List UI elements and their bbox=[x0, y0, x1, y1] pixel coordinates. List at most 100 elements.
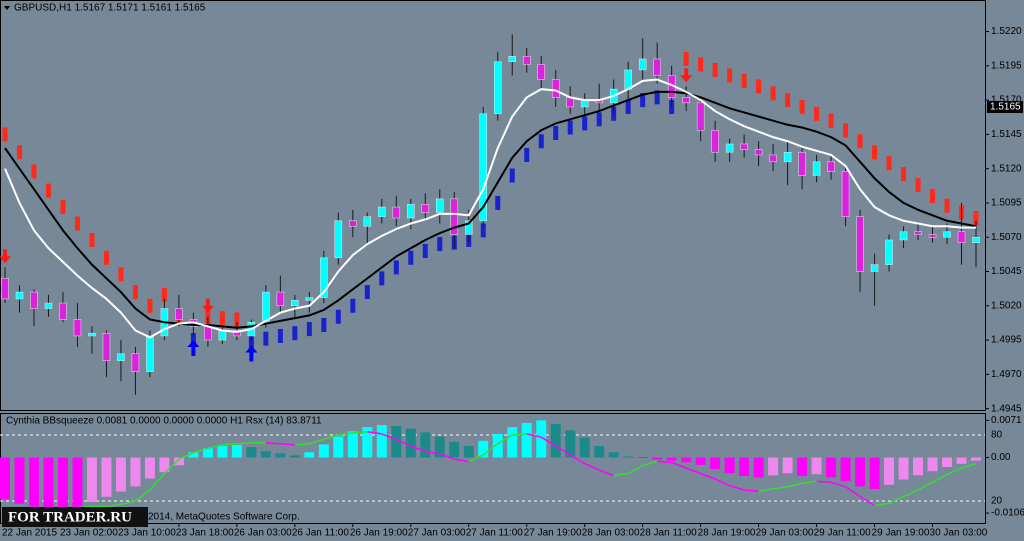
candle-body bbox=[493, 61, 502, 115]
trail-bar bbox=[727, 68, 733, 83]
rsx-segment bbox=[845, 486, 861, 498]
histogram-bar bbox=[333, 436, 344, 458]
trail-bar bbox=[872, 145, 878, 160]
x-tick-label: 22 Jan 2015 bbox=[2, 528, 57, 539]
histogram-bar bbox=[318, 444, 329, 458]
buy-arrow bbox=[245, 345, 258, 362]
histogram-bar bbox=[695, 457, 706, 465]
candle-body bbox=[378, 206, 386, 217]
histogram-bar bbox=[231, 444, 242, 458]
histogram-bar bbox=[652, 457, 663, 460]
trail-bar bbox=[756, 79, 762, 94]
x-tick-label: 23 Jan 02:00 bbox=[60, 528, 118, 539]
candle-body bbox=[711, 130, 719, 153]
histogram-bar bbox=[724, 457, 735, 474]
candle-body bbox=[363, 216, 372, 227]
rsx-segment bbox=[265, 441, 281, 445]
trail-bar bbox=[524, 147, 530, 162]
x-tick-label: 26 Jan 03:00 bbox=[234, 528, 292, 539]
rsx-segment bbox=[193, 447, 209, 454]
candle-body bbox=[15, 291, 24, 300]
candle-body bbox=[827, 161, 835, 172]
trail-bar bbox=[828, 113, 834, 128]
trail-bar bbox=[785, 93, 791, 108]
rsx-segment bbox=[700, 472, 716, 480]
x-tick-label: 26 Jan 19:00 bbox=[350, 528, 408, 539]
histogram-bar bbox=[463, 446, 474, 458]
x-tick-label: 23 Jan 10:00 bbox=[118, 528, 176, 539]
histogram-bar bbox=[492, 433, 503, 458]
x-tick-label: 28 Jan 11:00 bbox=[640, 528, 698, 539]
candle-body bbox=[725, 143, 734, 153]
rsx-segment bbox=[932, 473, 948, 483]
trail-bar bbox=[60, 200, 66, 215]
y-tick-label: 1.4970 bbox=[991, 369, 1022, 380]
rsx-segment bbox=[338, 432, 353, 436]
trail-bar bbox=[538, 134, 544, 149]
candle-body bbox=[450, 198, 459, 235]
rsx-segment bbox=[280, 443, 295, 446]
trail-bar bbox=[509, 168, 515, 183]
trail-bar bbox=[89, 232, 95, 247]
y-tick-label: 1.4995 bbox=[991, 335, 1022, 346]
histogram-bar bbox=[884, 457, 895, 485]
trail-bar bbox=[292, 326, 298, 341]
candle-body bbox=[392, 206, 401, 219]
rsx-segment bbox=[526, 433, 542, 438]
x-tick-label: 26 Jan 11:00 bbox=[292, 528, 350, 539]
histogram-bar bbox=[811, 457, 822, 475]
moving-average bbox=[4, 90, 977, 329]
trail-bar bbox=[248, 335, 254, 350]
y-tick-label: 1.5095 bbox=[991, 198, 1022, 209]
last-price-box bbox=[987, 100, 1023, 113]
sell-arrow bbox=[680, 68, 693, 83]
candle-body bbox=[349, 220, 357, 227]
rsx-segment bbox=[439, 452, 455, 460]
histogram-bar bbox=[579, 437, 590, 458]
rsx-segment bbox=[917, 481, 933, 491]
x-tick-label: 27 Jan 19:00 bbox=[524, 528, 582, 539]
trail-bar bbox=[74, 216, 80, 231]
trail-bar bbox=[422, 243, 428, 258]
trail-bar bbox=[350, 298, 356, 313]
trail-bar bbox=[480, 223, 486, 238]
trail-bar bbox=[408, 250, 414, 265]
histogram-bar bbox=[188, 452, 199, 458]
candle-body bbox=[856, 216, 864, 272]
rsx-segment bbox=[178, 451, 194, 460]
trail-bar bbox=[234, 312, 240, 327]
candle-body bbox=[102, 332, 111, 361]
candle-body bbox=[1, 278, 9, 300]
y2-tick-label: 20 bbox=[991, 496, 1003, 507]
rsx-segment bbox=[512, 433, 527, 436]
trail-bar bbox=[31, 164, 37, 179]
histogram-bar bbox=[173, 457, 184, 466]
candle-body bbox=[696, 102, 705, 131]
histogram-bar bbox=[971, 457, 981, 461]
rsx-segment bbox=[657, 460, 672, 464]
rsx-segment bbox=[149, 473, 165, 491]
candle-body bbox=[957, 231, 966, 243]
moving-average bbox=[4, 78, 976, 339]
histogram-bar bbox=[898, 457, 909, 480]
histogram-bar bbox=[710, 457, 721, 470]
histogram-bar bbox=[420, 432, 431, 458]
y-tick-label: 1.5045 bbox=[991, 266, 1022, 277]
candle-body bbox=[754, 149, 763, 156]
menu-icon[interactable] bbox=[4, 6, 10, 10]
histogram-bar bbox=[304, 452, 315, 458]
candle-body bbox=[783, 151, 792, 163]
candle-body bbox=[88, 332, 96, 337]
candle-body bbox=[175, 308, 183, 320]
histogram-bar bbox=[260, 451, 271, 458]
sell-arrow bbox=[201, 298, 214, 313]
rsx-segment bbox=[134, 489, 151, 502]
x-tick-label: 27 Jan 03:00 bbox=[408, 528, 466, 539]
rsx-segment bbox=[120, 500, 136, 506]
rsx-segment bbox=[207, 444, 223, 449]
x-tick-label: 28 Jan 19:00 bbox=[698, 528, 756, 539]
histogram-bar bbox=[536, 420, 547, 458]
trail-bar bbox=[393, 260, 399, 275]
rsx-segment bbox=[714, 478, 730, 487]
